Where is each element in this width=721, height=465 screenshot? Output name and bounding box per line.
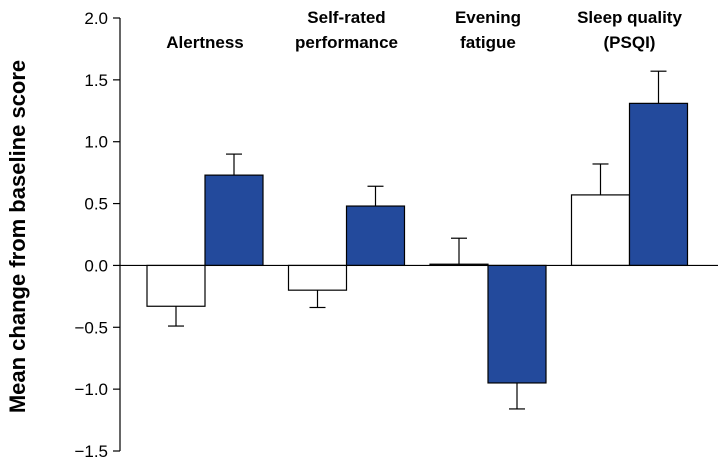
y-tick-label: 0.5 <box>84 195 108 214</box>
y-axis-title: Mean change from baseline score <box>5 60 30 413</box>
bar-1-0 <box>287 264 348 291</box>
category-label: performance <box>295 33 398 52</box>
bar-1-1 <box>345 205 406 267</box>
category-label: Alertness <box>166 33 243 52</box>
y-tick-label: 1.0 <box>84 133 108 152</box>
y-tick-label: −1.0 <box>74 380 108 399</box>
y-tick-label: 0.0 <box>84 256 108 275</box>
y-tick-label: 2.0 <box>84 9 108 28</box>
category-label: (PSQI) <box>604 33 656 52</box>
bar-2-1 <box>487 264 547 384</box>
bar-3-1 <box>628 102 689 267</box>
y-tick-label: 1.5 <box>84 71 108 90</box>
category-label: Evening <box>455 8 521 27</box>
y-axis: 2.0 1.5 1.0 0.5 0.0 −0.5 −1.0 −1.5 <box>74 9 121 461</box>
error-bars <box>168 70 667 410</box>
y-tick-label: −0.5 <box>74 318 108 337</box>
category-labels: Alertness Self-rated performance Evening fat… <box>166 8 682 52</box>
bars <box>146 102 689 384</box>
y-tick-label: −1.5 <box>74 442 108 461</box>
category-label: Self-rated <box>307 8 385 27</box>
bar-0-0 <box>146 264 206 307</box>
bar-3-0 <box>570 194 631 267</box>
category-label: fatigue <box>460 33 516 52</box>
bar-0-1 <box>204 174 264 267</box>
category-label: Sleep quality <box>577 8 682 27</box>
